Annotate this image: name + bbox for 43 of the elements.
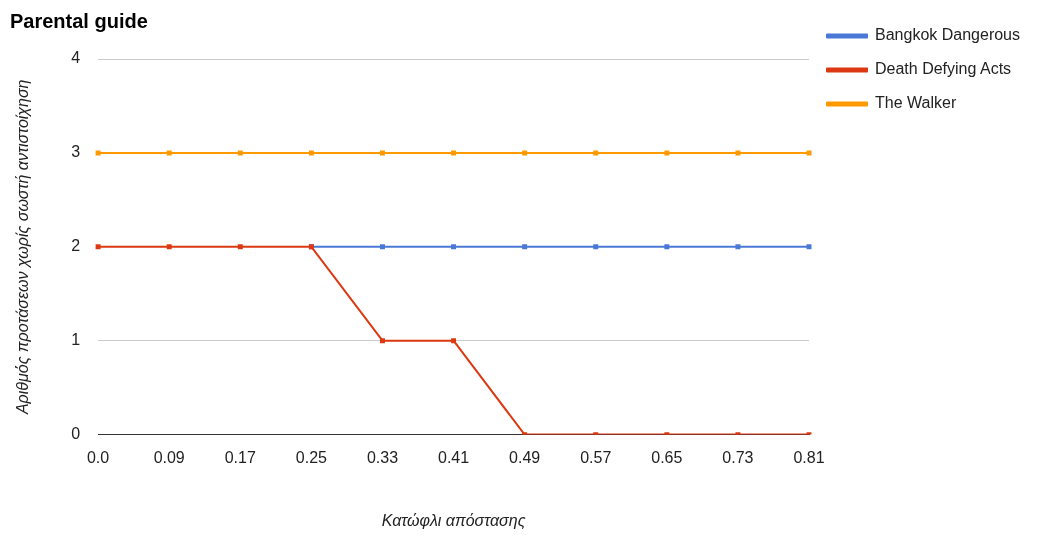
y-tick-label: 4 xyxy=(71,49,81,67)
y-tick-label: 1 xyxy=(71,331,81,349)
x-tick-label: 0.33 xyxy=(366,448,399,466)
y-axis-title: Αριθμός προτάσεων χωρίς σωστή αντιστοίχηση xyxy=(14,79,32,416)
point xyxy=(593,244,599,250)
point xyxy=(166,244,172,250)
point xyxy=(451,338,457,344)
x-tick-label: 0.73 xyxy=(722,448,754,466)
point xyxy=(522,150,528,156)
y-tick-label: 3 xyxy=(71,143,81,161)
x-tick-label: 0.49 xyxy=(509,448,541,466)
point xyxy=(735,244,741,250)
legend-label: Death Defying Acts xyxy=(875,60,1012,78)
point xyxy=(166,150,172,156)
x-tick-label: 0.17 xyxy=(224,448,256,466)
y-tick-label: 0 xyxy=(71,425,81,443)
x-tick-label: 0.25 xyxy=(295,448,328,466)
point xyxy=(451,244,457,250)
point xyxy=(664,150,670,156)
point xyxy=(237,150,243,156)
legend-label: Bangkok Dangerous xyxy=(875,26,1020,44)
x-tick-label: 0.09 xyxy=(153,448,185,466)
point xyxy=(379,338,385,344)
point xyxy=(379,244,385,250)
x-axis-title: Κατώφλι απόστασης xyxy=(381,511,526,529)
point xyxy=(593,150,599,156)
x-tick-label: 0.41 xyxy=(437,448,470,466)
point xyxy=(451,150,457,156)
x-tick-label: 0.65 xyxy=(651,448,683,466)
point xyxy=(664,244,670,250)
legend-label: The Walker xyxy=(875,94,957,112)
point xyxy=(95,244,101,250)
y-tick-label: 2 xyxy=(71,237,81,255)
point xyxy=(522,244,528,250)
point xyxy=(95,150,101,156)
x-tick-label: 0.57 xyxy=(580,448,612,466)
x-tick-label: 0.0 xyxy=(86,448,110,466)
point xyxy=(237,244,243,250)
chart-title: Parental guide xyxy=(10,9,148,32)
point xyxy=(308,150,314,156)
point xyxy=(379,150,385,156)
x-tick-label: 0.81 xyxy=(793,448,825,466)
point xyxy=(735,150,741,156)
